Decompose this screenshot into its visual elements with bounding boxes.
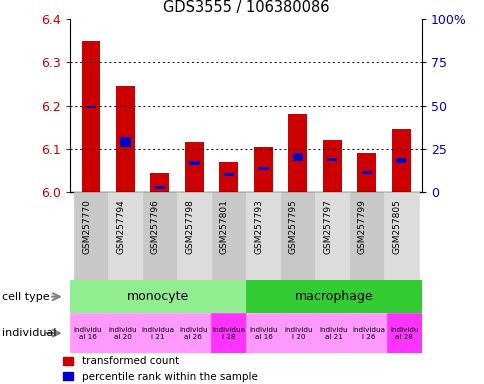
Bar xyxy=(219,162,238,192)
Text: monocyte: monocyte xyxy=(127,290,189,303)
Bar xyxy=(116,86,135,192)
Bar xyxy=(140,313,175,353)
Text: individu
al 20: individu al 20 xyxy=(108,327,137,339)
Bar xyxy=(281,313,316,353)
Bar xyxy=(280,192,315,280)
Bar xyxy=(357,153,376,192)
Text: GSM257770: GSM257770 xyxy=(82,199,91,254)
Bar xyxy=(70,313,105,353)
Bar xyxy=(211,192,245,280)
Bar xyxy=(253,147,272,192)
Text: individua
l 26: individua l 26 xyxy=(352,327,385,339)
Text: GSM257797: GSM257797 xyxy=(323,199,332,254)
Text: GSM257805: GSM257805 xyxy=(392,199,400,254)
Title: GDS3555 / 106380086: GDS3555 / 106380086 xyxy=(163,0,329,15)
Bar xyxy=(386,313,421,353)
Text: GSM257793: GSM257793 xyxy=(254,199,263,254)
Text: GSM257799: GSM257799 xyxy=(357,199,366,254)
Text: cell type: cell type xyxy=(2,291,50,302)
Text: GSM257801: GSM257801 xyxy=(219,199,228,254)
Bar xyxy=(383,192,418,280)
Text: individu
l 20: individu l 20 xyxy=(284,327,313,339)
Bar xyxy=(70,280,245,313)
Text: GSM257796: GSM257796 xyxy=(151,199,160,254)
Bar xyxy=(245,280,421,313)
Bar xyxy=(245,313,281,353)
Bar xyxy=(120,137,130,147)
Bar xyxy=(74,192,108,280)
Bar xyxy=(86,106,96,108)
Text: individu
al 16: individu al 16 xyxy=(249,327,277,339)
Bar xyxy=(361,171,371,174)
Bar xyxy=(257,167,268,170)
Bar xyxy=(391,129,410,192)
Bar xyxy=(154,186,165,189)
Legend: transformed count, percentile rank within the sample: transformed count, percentile rank withi… xyxy=(59,352,261,384)
Bar xyxy=(288,114,307,192)
Text: individu
al 21: individu al 21 xyxy=(319,327,348,339)
Text: GSM257794: GSM257794 xyxy=(116,199,125,254)
Bar xyxy=(322,140,341,192)
Text: individu
al 26: individu al 26 xyxy=(179,327,207,339)
Text: individu
al 16: individu al 16 xyxy=(74,327,102,339)
Bar xyxy=(327,158,337,161)
Bar xyxy=(292,153,302,161)
Bar xyxy=(177,192,211,280)
Bar xyxy=(175,313,211,353)
Text: individu
al 28: individu al 28 xyxy=(389,327,418,339)
Text: GSM257795: GSM257795 xyxy=(288,199,297,254)
Bar xyxy=(316,313,351,353)
Text: individual: individual xyxy=(2,328,57,338)
Bar xyxy=(108,192,142,280)
Bar xyxy=(105,313,140,353)
Bar xyxy=(150,172,169,192)
Bar xyxy=(223,172,234,175)
Text: macrophage: macrophage xyxy=(294,290,373,303)
Bar xyxy=(351,313,386,353)
Bar xyxy=(184,142,203,192)
Bar xyxy=(349,192,383,280)
Bar xyxy=(315,192,349,280)
Bar xyxy=(81,41,100,192)
Bar xyxy=(245,192,280,280)
Bar xyxy=(142,192,177,280)
Text: individua
l 28: individua l 28 xyxy=(212,327,244,339)
Bar xyxy=(189,161,199,165)
Text: individua
l 21: individua l 21 xyxy=(141,327,174,339)
Text: GSM257798: GSM257798 xyxy=(185,199,194,254)
Bar xyxy=(395,158,406,163)
Bar xyxy=(211,313,245,353)
